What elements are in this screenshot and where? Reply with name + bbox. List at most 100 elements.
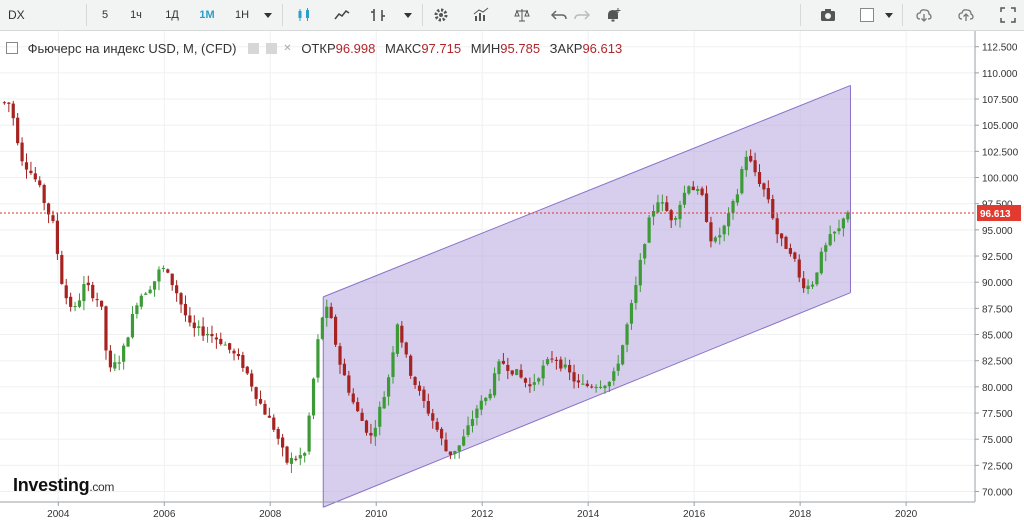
low-value: 95.785 — [500, 41, 541, 57]
candle-body — [470, 419, 475, 426]
candle-body — [669, 210, 673, 221]
candle-body — [757, 172, 762, 185]
y-tick-label: 107.500 — [982, 95, 1019, 106]
candle-body — [263, 403, 267, 415]
candle-body — [16, 117, 20, 144]
candle-body — [82, 284, 86, 302]
candle-body — [152, 281, 157, 290]
candle-body — [161, 267, 165, 269]
cloud-upload-icon[interactable] — [958, 7, 974, 23]
candle-body — [175, 285, 179, 294]
candle-body — [532, 382, 536, 385]
color-square-icon[interactable] — [859, 7, 875, 23]
x-tick-label: 2008 — [259, 509, 282, 520]
candle-body — [64, 285, 68, 299]
candle-body — [484, 397, 488, 402]
y-tick-label: 100.000 — [982, 174, 1019, 185]
candle-body — [99, 300, 104, 307]
candle-body — [510, 370, 514, 375]
candle-body — [559, 359, 563, 369]
visibility-icon[interactable] — [248, 43, 260, 55]
x-tick-label: 2004 — [47, 509, 70, 520]
interval-1m-button[interactable]: 1М — [199, 9, 215, 21]
candle-body — [621, 345, 625, 365]
candle-body — [307, 415, 311, 452]
candle-body — [704, 193, 709, 223]
trend-channel — [323, 85, 851, 508]
candle-body — [678, 204, 682, 220]
dropdown-icon[interactable] — [881, 7, 897, 23]
candle-body — [135, 305, 139, 314]
gear-icon[interactable] — [433, 7, 449, 23]
candle-body — [356, 402, 360, 412]
x-tick-label: 2006 — [153, 509, 176, 520]
collapse-icon[interactable] — [6, 41, 18, 54]
x-tick-label: 2012 — [471, 509, 494, 520]
bar-chart-icon[interactable] — [370, 7, 386, 23]
price-chart[interactable]: 70.000 72.500 75.000 77.500 80.000 82.500 85.0… — [0, 31, 1024, 521]
candle-body — [192, 322, 196, 329]
low-label: МИН — [470, 41, 501, 57]
indicators-icon[interactable] — [473, 7, 489, 23]
candle-body — [771, 198, 775, 219]
candle-body — [77, 300, 82, 307]
y-tick-label: 102.500 — [982, 147, 1019, 158]
candle-body — [311, 378, 316, 416]
candle-body — [462, 436, 466, 446]
candle-body — [612, 371, 616, 381]
dropdown-icon[interactable] — [400, 7, 416, 23]
undo-icon[interactable] — [551, 7, 567, 23]
candle-body — [188, 315, 192, 323]
candle-body — [426, 401, 430, 414]
alert-icon[interactable] — [605, 7, 621, 23]
candle-body — [166, 269, 170, 273]
chart-legend: Фьючерс на индекс USD, M, (CFD) ✕ ОТКР96… — [6, 40, 622, 58]
candle-body — [2, 102, 7, 104]
interval-1d-button[interactable]: 1Д — [165, 9, 179, 21]
candle-body — [439, 428, 444, 439]
candle-body — [576, 380, 581, 383]
candle-body — [201, 326, 205, 336]
candlestick-icon[interactable] — [296, 7, 312, 23]
candle-body — [351, 393, 355, 403]
candle-body — [660, 202, 664, 204]
interval-1h-button[interactable]: 1ч — [130, 9, 142, 21]
logo-name: Investing — [13, 475, 90, 495]
candle-body — [837, 228, 841, 232]
candle-body — [409, 355, 413, 376]
symbol-label: DX — [8, 8, 25, 22]
candle-body — [841, 218, 846, 229]
close-icon[interactable]: ✕ — [283, 43, 292, 55]
interval-5m-button[interactable]: 5 — [101, 9, 109, 21]
symbol-selector[interactable]: DX — [0, 0, 85, 30]
settings-icon[interactable] — [265, 43, 277, 55]
camera-icon[interactable] — [820, 7, 836, 23]
candle-body — [492, 373, 497, 396]
candle-body — [727, 213, 731, 227]
redo-icon[interactable] — [574, 7, 590, 23]
candle-body — [360, 412, 364, 421]
candle-body — [139, 295, 143, 307]
candle-body — [183, 303, 188, 316]
balance-icon[interactable] — [514, 7, 530, 23]
cloud-download-icon[interactable] — [916, 7, 932, 23]
candle-body — [294, 458, 298, 460]
fullscreen-icon[interactable] — [1000, 7, 1016, 23]
line-chart-icon[interactable] — [334, 7, 350, 23]
candle-body — [528, 384, 532, 387]
candle-body — [55, 220, 60, 254]
candle-body — [148, 289, 152, 294]
candle-body — [122, 345, 126, 362]
candle-body — [656, 202, 660, 213]
candle-body — [607, 381, 611, 387]
y-tick-label: 75.000 — [982, 435, 1013, 446]
candle-body — [219, 338, 223, 345]
candle-body — [523, 378, 528, 383]
dropdown-icon[interactable] — [260, 7, 276, 23]
candle-body — [241, 355, 245, 368]
investing-logo: Investing.com — [13, 475, 114, 496]
candle-body — [333, 316, 338, 345]
x-tick-label: 2020 — [895, 509, 918, 520]
interval-1w-button[interactable]: 1Н — [234, 9, 250, 21]
candle-body — [501, 360, 505, 364]
